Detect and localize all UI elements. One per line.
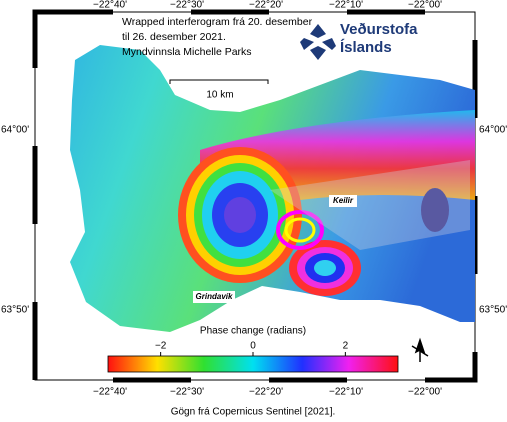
north-arrow (411, 337, 429, 362)
longitude-label: −22°20' (249, 0, 283, 11)
longitude-label: −22°40' (93, 387, 127, 398)
colorbar-title: Phase change (radians) (200, 326, 306, 337)
longitude-label: −22°00' (408, 0, 442, 11)
logo-text: Íslands (340, 39, 392, 56)
place-label: Grindavík (196, 292, 233, 301)
longitude-label: −22°30' (170, 387, 204, 398)
title-line: Wrapped interferogram frá 20. desember (122, 16, 313, 28)
colorbar-tick-label: 2 (343, 341, 349, 352)
scale-label: 10 km (206, 90, 233, 101)
scale-bar (169, 79, 269, 84)
place-box (193, 291, 235, 303)
latitude-label: 64°00' (1, 125, 29, 136)
colorbar-tick-label: −2 (155, 341, 167, 352)
title-line: Myndvinnsla Michelle Parks (122, 46, 252, 58)
longitude-label: −22°30' (170, 0, 204, 11)
caption: Gögn frá Copernicus Sentinel [2021]. (171, 407, 336, 418)
longitude-label: −22°10' (329, 0, 363, 11)
longitude-label: −22°20' (249, 387, 283, 398)
longitude-label: −22°00' (408, 387, 442, 398)
place-box (329, 195, 357, 207)
logo-text: Veðurstofa (340, 21, 418, 38)
latitude-label: 63°50' (479, 305, 507, 316)
longitude-label: −22°10' (329, 387, 363, 398)
title-line: til 26. desember 2021. (122, 31, 226, 43)
logo-icon (300, 24, 336, 60)
latitude-label: 64°00' (479, 125, 507, 136)
latitude-label: 63°50' (1, 305, 29, 316)
place-label: Keilir (333, 196, 354, 205)
colorbar-tick-label: 0 (250, 341, 256, 352)
longitude-label: −22°40' (93, 0, 127, 11)
colorbar (107, 355, 399, 373)
